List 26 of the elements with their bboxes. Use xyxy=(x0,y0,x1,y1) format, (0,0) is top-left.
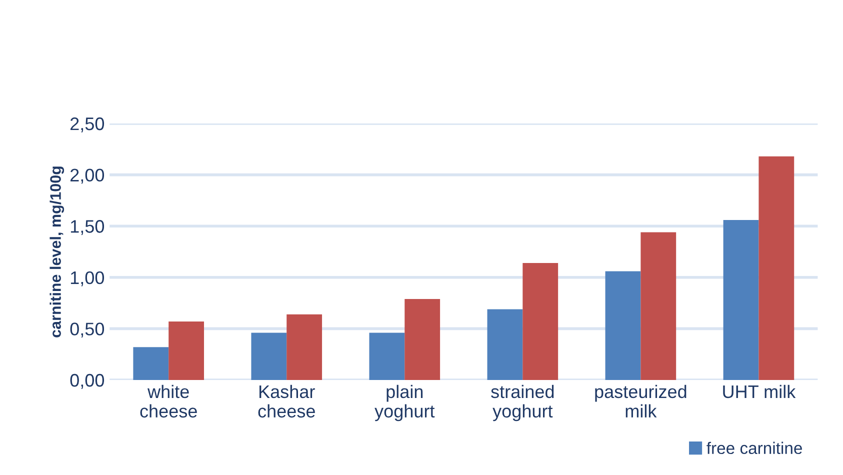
bar xyxy=(369,332,405,380)
y-tick-label: 0,50 xyxy=(70,322,104,338)
bar xyxy=(286,314,322,380)
x-tick-label: UHT milk xyxy=(723,384,796,398)
y-tick-label: 2,50 xyxy=(70,117,104,132)
y-axis-title: carnitine level, mg/100g xyxy=(50,166,64,338)
y-tick-label: 0,00 xyxy=(70,374,104,389)
y-tick-label: 2,00 xyxy=(70,168,104,184)
bar xyxy=(758,156,794,380)
bar xyxy=(487,309,523,380)
bar xyxy=(723,220,759,380)
x-tick-label: Kashar cheese xyxy=(258,384,315,418)
bar xyxy=(640,232,676,380)
bar xyxy=(133,347,169,380)
y-tick-label: 1,00 xyxy=(70,271,104,286)
bar xyxy=(251,332,287,380)
x-tick-label: strained yoghurt xyxy=(491,384,554,422)
y-tick-label: 1,50 xyxy=(70,220,104,235)
bar xyxy=(168,322,204,380)
x-tick-label: pasteurized milk xyxy=(595,384,686,418)
bar xyxy=(522,263,558,380)
legend-label: free carnitine xyxy=(706,442,802,454)
bar xyxy=(404,298,440,380)
x-tick-label: white cheese xyxy=(140,384,197,418)
bar xyxy=(605,271,641,380)
x-tick-label: plain yoghurt xyxy=(374,384,435,422)
